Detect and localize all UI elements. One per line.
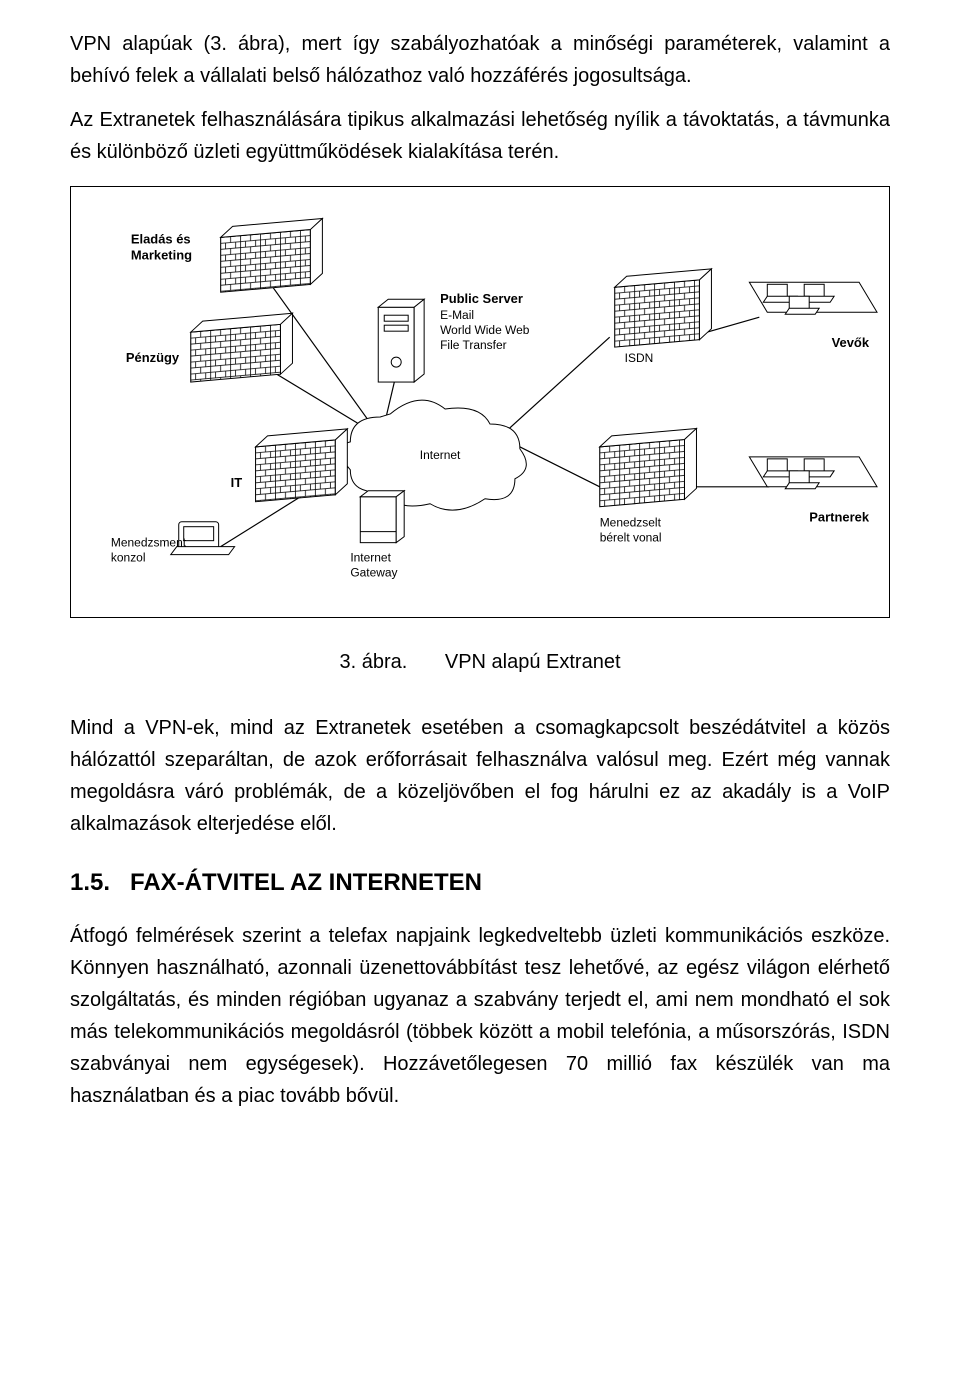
internet-gateway-label-2: Gateway — [350, 566, 397, 580]
paragraph-1: VPN alapúak (3. ábra), mert így szabályo… — [70, 28, 890, 92]
section-heading-1-5: 1.5.FAX-ÁTVITEL AZ INTERNETEN — [70, 864, 890, 902]
sales-marketing-label-1: Eladás és — [131, 231, 191, 246]
firewall-sales-marketing: Eladás és Marketing — [131, 219, 323, 293]
paragraph-4: Átfogó felmérések szerint a telefax napj… — [70, 920, 890, 1112]
section-heading-text: FAX-ÁTVITEL AZ INTERNETEN — [130, 869, 482, 896]
mgmt-console-label-1: Menedzsment — [111, 536, 187, 550]
mgmt-console-label-2: konzol — [111, 551, 146, 565]
public-server-line3: File Transfer — [440, 338, 507, 352]
managed-line-label-1: Menedzselt — [600, 516, 662, 530]
figure-3-extranet-diagram: Internet — [70, 186, 890, 618]
figure-caption-number: 3. ábra. — [339, 646, 407, 678]
internet-gateway-icon: Internet Gateway — [350, 491, 404, 580]
sales-marketing-label-2: Marketing — [131, 247, 192, 262]
it-label: IT — [231, 475, 243, 490]
paragraph-2: Az Extranetek felhasználására tipikus al… — [70, 104, 890, 168]
public-server-line1: E-Mail — [440, 308, 474, 322]
internet-label: Internet — [420, 448, 461, 462]
document-page: VPN alapúak (3. ábra), mert így szabályo… — [0, 0, 960, 1390]
finance-label: Pénzügy — [126, 350, 180, 365]
firewall-it: IT — [231, 429, 348, 502]
isdn-label: ISDN — [625, 351, 654, 365]
section-heading-number: 1.5. — [70, 864, 130, 902]
paragraph-3: Mind a VPN-ek, mind az Extranetek esetéb… — [70, 712, 890, 840]
firewall-managed-line: Menedzselt bérelt vonal — [600, 428, 697, 544]
partners-label: Partnerek — [809, 510, 870, 525]
customers-group: Vevők — [749, 282, 877, 350]
managed-line-label-2: bérelt vonal — [600, 531, 662, 545]
customers-label: Vevők — [832, 335, 870, 350]
public-server-icon: Public Server E-Mail World Wide Web File… — [378, 291, 530, 382]
figure-caption: 3. ábra. VPN alapú Extranet — [70, 646, 890, 678]
internet-gateway-label-1: Internet — [350, 551, 391, 565]
firewall-finance: Pénzügy — [126, 313, 293, 382]
figure-caption-title: VPN alapú Extranet — [445, 651, 621, 673]
partners-group: Partnerek — [749, 457, 877, 525]
public-server-line2: World Wide Web — [440, 323, 530, 337]
mgmt-console-icon: Menedzsment konzol — [111, 522, 235, 565]
public-server-title: Public Server — [440, 291, 523, 306]
firewall-isdn: ISDN — [615, 269, 712, 365]
diagram-svg: Internet — [71, 187, 889, 617]
